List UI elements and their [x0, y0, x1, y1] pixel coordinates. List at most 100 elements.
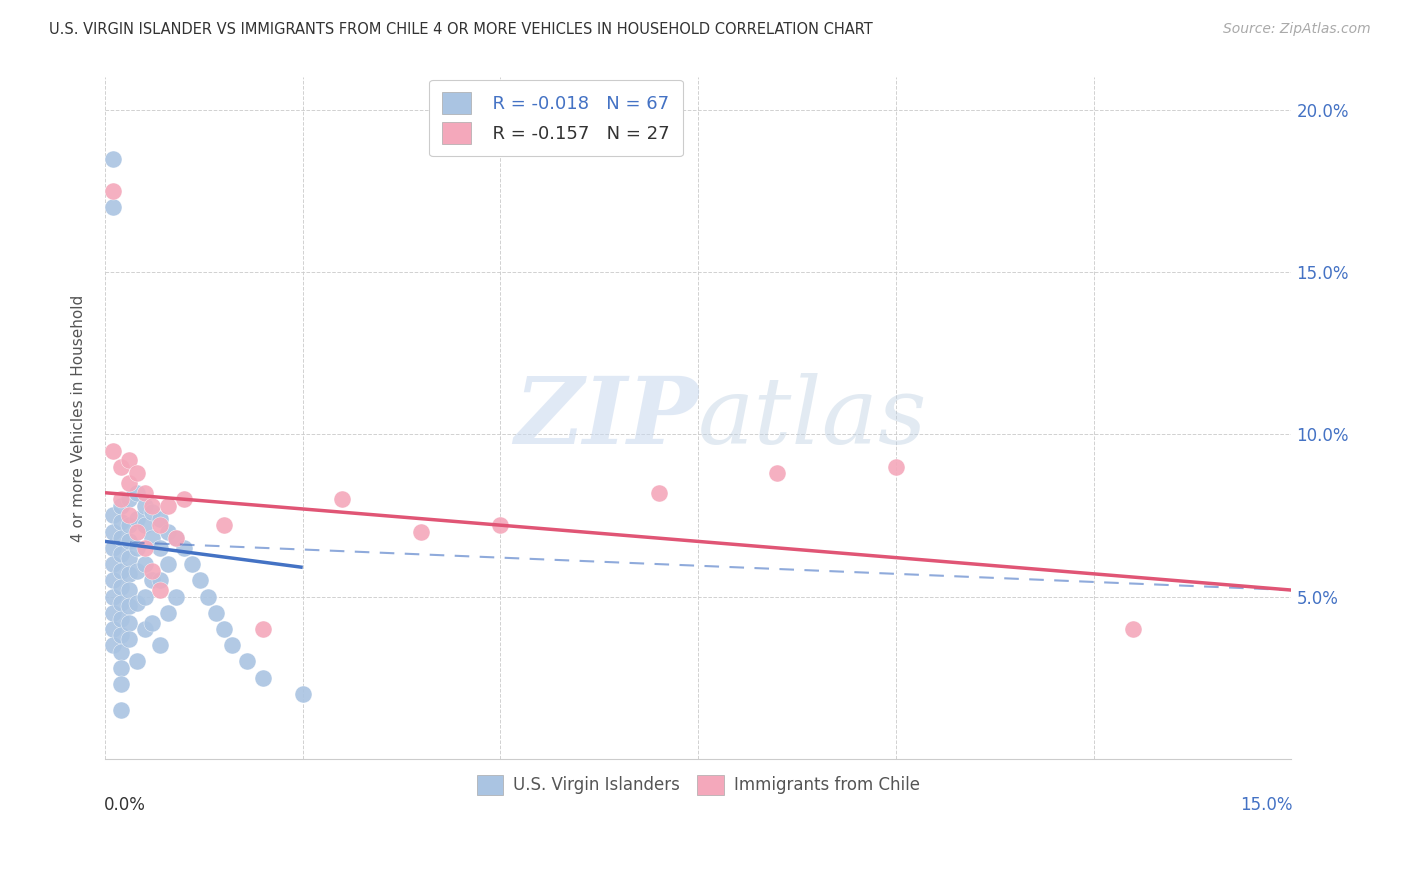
Point — [884, 459, 907, 474]
Point — [204, 606, 226, 620]
Point — [118, 599, 141, 614]
Point — [125, 655, 148, 669]
Point — [110, 580, 132, 594]
Point — [173, 541, 195, 555]
Point — [110, 661, 132, 675]
Point — [212, 518, 235, 533]
Point — [118, 615, 141, 630]
Point — [141, 505, 163, 519]
Point — [141, 615, 163, 630]
Point — [141, 531, 163, 545]
Point — [101, 574, 124, 588]
Point — [149, 518, 172, 533]
Point — [101, 622, 124, 636]
Point — [110, 459, 132, 474]
Point — [134, 590, 156, 604]
Point — [101, 508, 124, 523]
Point — [118, 550, 141, 565]
Point — [101, 200, 124, 214]
Point — [101, 152, 124, 166]
Point — [647, 485, 669, 500]
Point — [118, 508, 141, 523]
Point — [101, 590, 124, 604]
Point — [221, 638, 243, 652]
Point — [110, 515, 132, 529]
Point — [141, 564, 163, 578]
Point — [110, 564, 132, 578]
Point — [134, 518, 156, 533]
Point — [141, 499, 163, 513]
Point — [110, 645, 132, 659]
Point — [212, 622, 235, 636]
Point — [110, 548, 132, 562]
Point — [134, 485, 156, 500]
Point — [134, 541, 156, 555]
Text: U.S. VIRGIN ISLANDER VS IMMIGRANTS FROM CHILE 4 OR MORE VEHICLES IN HOUSEHOLD CO: U.S. VIRGIN ISLANDER VS IMMIGRANTS FROM … — [49, 22, 873, 37]
Point — [118, 534, 141, 549]
Text: atlas: atlas — [699, 373, 928, 463]
Point — [118, 566, 141, 581]
Point — [110, 677, 132, 691]
Point — [149, 583, 172, 598]
Point — [165, 531, 187, 545]
Point — [134, 499, 156, 513]
Legend: U.S. Virgin Islanders, Immigrants from Chile: U.S. Virgin Islanders, Immigrants from C… — [470, 768, 927, 802]
Point — [110, 499, 132, 513]
Point — [110, 628, 132, 642]
Point — [110, 492, 132, 507]
Point — [125, 467, 148, 481]
Text: Source: ZipAtlas.com: Source: ZipAtlas.com — [1223, 22, 1371, 37]
Point — [125, 524, 148, 539]
Point — [330, 492, 353, 507]
Point — [291, 687, 314, 701]
Point — [188, 574, 211, 588]
Point — [181, 557, 204, 571]
Point — [489, 518, 512, 533]
Point — [110, 703, 132, 717]
Point — [118, 632, 141, 646]
Point — [101, 524, 124, 539]
Point — [252, 671, 274, 685]
Point — [149, 541, 172, 555]
Point — [157, 524, 180, 539]
Point — [118, 518, 141, 533]
Point — [173, 492, 195, 507]
Point — [766, 467, 789, 481]
Point — [252, 622, 274, 636]
Point — [149, 574, 172, 588]
Text: 0.0%: 0.0% — [104, 797, 146, 814]
Point — [118, 583, 141, 598]
Point — [110, 531, 132, 545]
Point — [101, 541, 124, 555]
Y-axis label: 4 or more Vehicles in Household: 4 or more Vehicles in Household — [72, 294, 86, 541]
Point — [125, 485, 148, 500]
Point — [118, 453, 141, 467]
Point — [157, 606, 180, 620]
Point — [134, 622, 156, 636]
Point — [101, 606, 124, 620]
Point — [149, 638, 172, 652]
Point — [134, 557, 156, 571]
Point — [118, 492, 141, 507]
Point — [110, 612, 132, 626]
Text: 15.0%: 15.0% — [1240, 797, 1292, 814]
Point — [197, 590, 219, 604]
Point — [101, 184, 124, 198]
Point — [149, 511, 172, 525]
Point — [157, 499, 180, 513]
Point — [165, 590, 187, 604]
Point — [411, 524, 433, 539]
Point — [101, 443, 124, 458]
Point — [141, 574, 163, 588]
Point — [165, 531, 187, 545]
Point — [101, 638, 124, 652]
Point — [157, 557, 180, 571]
Point — [118, 475, 141, 490]
Point — [125, 596, 148, 610]
Text: ZIP: ZIP — [515, 373, 699, 463]
Point — [110, 596, 132, 610]
Point — [125, 541, 148, 555]
Point — [125, 564, 148, 578]
Point — [236, 655, 259, 669]
Point — [101, 557, 124, 571]
